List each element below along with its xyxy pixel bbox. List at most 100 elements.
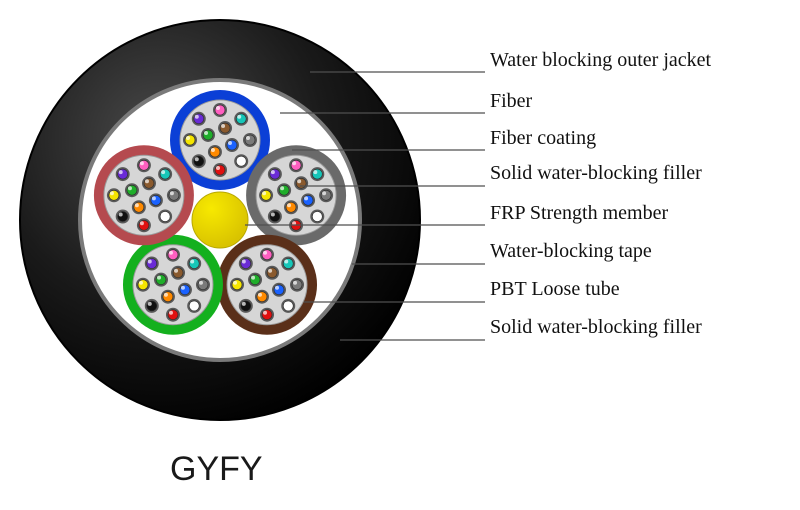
- callout-label: PBT Loose tube: [490, 278, 620, 301]
- fiber-core: [257, 292, 267, 302]
- fiber: [239, 299, 253, 313]
- fiber-core: [292, 280, 302, 290]
- fiber-core: [312, 211, 322, 221]
- fiber: [158, 209, 172, 223]
- fiber-core: [283, 259, 293, 269]
- fiber: [239, 257, 253, 271]
- fiber: [171, 266, 185, 280]
- fiber-core: [241, 301, 251, 311]
- fiber: [284, 200, 298, 214]
- fiber: [125, 183, 139, 197]
- fiber-core: [144, 178, 154, 188]
- fiber: [268, 167, 282, 181]
- fiber: [107, 188, 121, 202]
- fiber: [187, 257, 201, 271]
- fiber: [137, 218, 151, 232]
- fiber-core: [194, 156, 204, 166]
- fiber: [137, 158, 151, 172]
- fiber-core: [250, 275, 260, 285]
- loose-tube: [94, 145, 194, 245]
- fiber: [183, 133, 197, 147]
- fiber: [230, 278, 244, 292]
- fiber-core: [270, 211, 280, 221]
- callout-label: Fiber: [490, 90, 532, 113]
- fiber: [142, 176, 156, 190]
- fiber-core: [203, 130, 213, 140]
- fiber-core: [180, 285, 190, 295]
- fiber: [260, 308, 274, 322]
- callout-label: Water-blocking tape: [490, 240, 652, 263]
- fiber-core: [312, 169, 322, 179]
- callout-label: Fiber coating: [490, 127, 596, 150]
- fiber: [294, 176, 308, 190]
- fiber-core: [291, 160, 301, 170]
- fiber: [116, 167, 130, 181]
- fiber-core: [261, 190, 271, 200]
- fiber-core: [138, 280, 148, 290]
- fiber-core: [220, 123, 230, 133]
- fiber-core: [109, 190, 119, 200]
- fiber: [301, 193, 315, 207]
- fiber-core: [139, 160, 149, 170]
- fiber-core: [185, 135, 195, 145]
- fiber: [167, 188, 181, 202]
- fiber: [213, 163, 227, 177]
- fiber-core: [169, 190, 179, 200]
- fiber: [158, 167, 172, 181]
- callout-label: Water blocking outer jacket: [490, 49, 711, 72]
- callout-label: FRP Strength member: [490, 202, 668, 225]
- fiber: [234, 154, 248, 168]
- fiber-core: [118, 211, 128, 221]
- fiber: [265, 266, 279, 280]
- fiber-core: [303, 195, 313, 205]
- fiber-core: [267, 268, 277, 278]
- callout-label: Solid water-blocking filler: [490, 162, 702, 185]
- fiber: [178, 283, 192, 297]
- fiber: [187, 299, 201, 313]
- fiber-core: [127, 185, 137, 195]
- fiber: [201, 128, 215, 142]
- fiber-core: [151, 195, 161, 205]
- caption: GYFY: [170, 450, 263, 489]
- fiber: [310, 209, 324, 223]
- fiber: [248, 273, 262, 287]
- fiber: [272, 283, 286, 297]
- fiber: [208, 145, 222, 159]
- fiber: [192, 112, 206, 126]
- fiber-core: [270, 169, 280, 179]
- fiber: [136, 278, 150, 292]
- fiber-core: [215, 165, 225, 175]
- fiber-core: [241, 259, 251, 269]
- fiber: [166, 248, 180, 262]
- fiber-core: [194, 114, 204, 124]
- fiber: [192, 154, 206, 168]
- fiber-core: [147, 301, 157, 311]
- fiber: [154, 273, 168, 287]
- fiber-core: [173, 268, 183, 278]
- fiber-core: [139, 220, 149, 230]
- loose-tube: [246, 145, 346, 245]
- fiber-core: [168, 250, 178, 260]
- fiber: [268, 209, 282, 223]
- fiber-core: [296, 178, 306, 188]
- loose-tube: [123, 235, 223, 335]
- fiber-core: [134, 202, 144, 212]
- fiber-core: [118, 169, 128, 179]
- fiber-core: [262, 310, 272, 320]
- fiber: [149, 193, 163, 207]
- fiber: [281, 299, 295, 313]
- fiber: [196, 278, 210, 292]
- fiber-core: [262, 250, 272, 260]
- fiber: [116, 209, 130, 223]
- fiber: [145, 299, 159, 313]
- fiber-core: [227, 140, 237, 150]
- fiber-core: [163, 292, 173, 302]
- fiber-core: [274, 285, 284, 295]
- fiber-core: [147, 259, 157, 269]
- fiber: [166, 308, 180, 322]
- fiber: [161, 290, 175, 304]
- fiber-core: [198, 280, 208, 290]
- fiber: [213, 103, 227, 117]
- fiber: [260, 248, 274, 262]
- fiber-core: [168, 310, 178, 320]
